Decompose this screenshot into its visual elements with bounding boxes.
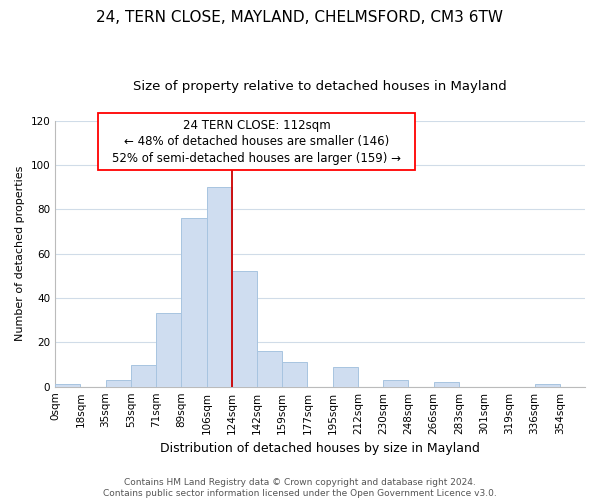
Bar: [332, 366, 358, 386]
Text: Contains HM Land Registry data © Crown copyright and database right 2024.
Contai: Contains HM Land Registry data © Crown c…: [103, 478, 497, 498]
Bar: [55, 384, 80, 386]
Bar: [257, 351, 282, 386]
X-axis label: Distribution of detached houses by size in Mayland: Distribution of detached houses by size …: [160, 442, 480, 455]
Bar: [131, 364, 156, 386]
Title: Size of property relative to detached houses in Mayland: Size of property relative to detached ho…: [133, 80, 507, 93]
Bar: [106, 380, 131, 386]
Bar: [535, 384, 560, 386]
Text: 24 TERN CLOSE: 112sqm: 24 TERN CLOSE: 112sqm: [182, 119, 331, 132]
Bar: [232, 272, 257, 386]
FancyBboxPatch shape: [98, 112, 415, 170]
Bar: [156, 314, 181, 386]
Text: 52% of semi-detached houses are larger (159) →: 52% of semi-detached houses are larger (…: [112, 152, 401, 166]
Bar: [383, 380, 409, 386]
Y-axis label: Number of detached properties: Number of detached properties: [15, 166, 25, 342]
Text: ← 48% of detached houses are smaller (146): ← 48% of detached houses are smaller (14…: [124, 135, 389, 148]
Bar: [434, 382, 459, 386]
Text: 24, TERN CLOSE, MAYLAND, CHELMSFORD, CM3 6TW: 24, TERN CLOSE, MAYLAND, CHELMSFORD, CM3…: [97, 10, 503, 25]
Bar: [181, 218, 206, 386]
Bar: [282, 362, 307, 386]
Bar: [206, 187, 232, 386]
